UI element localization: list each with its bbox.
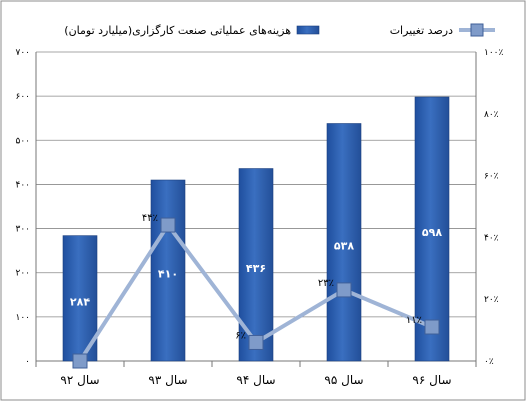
line-marker [160,217,176,233]
line-series [72,217,440,369]
x-tick-label: سال ۹۴ [236,373,275,387]
y-left-tick-label: ۷۰۰ [15,48,30,58]
y-left-tick-label: ۰ [25,357,30,367]
legend-bar-label: هزینه‌های عملیاتی صنعت کارگزاری(میلیارد … [64,24,291,37]
x-tick-label: سال ۹۲ [60,373,99,387]
line-data-label: ۲۳٪ [318,278,334,289]
line-data-label: ۴۴٪ [142,213,158,224]
y-right-tick-label: ۱۰۰٪ [484,48,504,58]
line-marker [248,334,264,350]
data-labels: ۲۸۴ ۴۱۰ ۴۳۶ ۵۳۸ ۵۹۸ ۴۴٪ ۶٪ ۲۳٪ ۱۱٪ [70,213,442,341]
bar-data-label: ۵۳۸ [334,239,354,252]
x-tick-label: سال ۹۵ [324,373,363,387]
line-data-label: ۱۱٪ [406,315,422,326]
bar [326,123,362,362]
y-left-tick-label: ۳۰۰ [15,225,30,235]
line-marker [336,282,352,298]
x-tick-label: سال ۹۶ [412,373,451,387]
legend-bar-swatch [296,25,320,35]
line-marker [424,319,440,335]
legend-line-marker [470,23,484,37]
bar-data-label: ۴۱۰ [158,268,178,281]
y-right-tick-label: ۰٪ [484,357,494,367]
bar [150,179,186,362]
bar-data-label: ۴۳۶ [246,262,266,275]
bar [414,96,450,362]
bars [62,96,450,362]
line-marker [72,353,88,369]
x-tick-label: سال ۹۳ [148,373,187,387]
axes: ۰ ۱۰۰ ۲۰۰ ۳۰۰ ۴۰۰ ۵۰۰ ۶۰۰ ۷۰۰ ۰٪ ۲۰٪ ۴۰٪ ۶۰٪ ۸۰٪ ۱۰۰٪… [15,48,503,387]
legend-line-label: درصد تغییرات [390,24,453,37]
y-left-tick-label: ۱۰۰ [15,313,30,323]
bar-data-label: ۲۸۴ [70,295,90,308]
y-left-tick-label: ۶۰۰ [15,92,30,102]
y-right-tick-label: ۲۰٪ [484,295,499,305]
y-right-tick-label: ۴۰٪ [484,233,499,243]
y-right-tick-label: ۸۰٪ [484,110,499,120]
legend: هزینه‌های عملیاتی صنعت کارگزاری(میلیارد … [64,23,495,37]
line-data-label: ۶٪ [235,330,246,341]
y-left-tick-label: ۵۰۰ [15,136,30,146]
y-left-tick-label: ۴۰۰ [15,180,30,190]
bar-data-label: ۵۹۸ [422,226,442,239]
y-left-tick-label: ۲۰۰ [15,269,30,279]
y-right-tick-label: ۶۰٪ [484,172,499,182]
